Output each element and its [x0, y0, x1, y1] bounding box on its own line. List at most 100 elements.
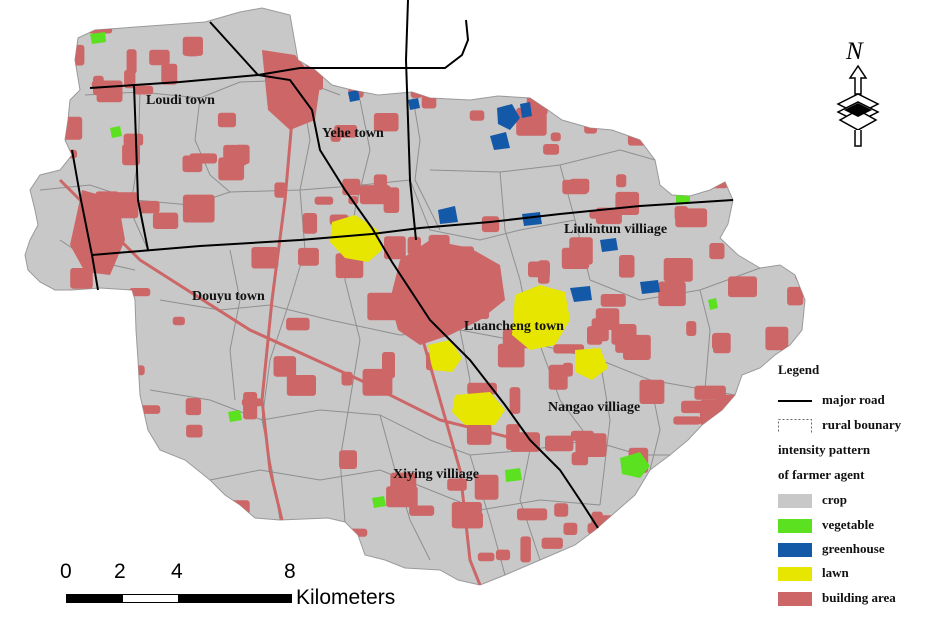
building-patch — [757, 432, 780, 453]
building-patch — [383, 187, 400, 213]
building-patch — [93, 75, 104, 96]
building-patch — [562, 562, 592, 585]
yehe-town-core — [262, 50, 320, 130]
building-patch — [765, 326, 789, 351]
building-patch — [149, 49, 170, 66]
building-patch — [30, 535, 47, 548]
building-patch — [663, 532, 694, 555]
building-patch — [548, 364, 568, 390]
greenhouse-patch-8 — [408, 98, 420, 110]
building-patch — [623, 558, 650, 579]
north-arrow-icon — [836, 64, 880, 147]
legend-label-greenhouse: greenhouse — [822, 541, 885, 556]
building-swatch — [778, 592, 812, 606]
building-patch — [298, 247, 319, 266]
building-patch — [728, 276, 757, 298]
legend-note-line2: of farmer agent — [778, 467, 865, 482]
building-patch — [421, 88, 437, 109]
scale-tick-8: 8 — [284, 560, 296, 583]
building-patch — [509, 387, 521, 414]
building-patch — [595, 308, 620, 330]
building-patch — [702, 171, 728, 189]
building-patch — [58, 487, 88, 505]
building-patch — [31, 93, 50, 103]
building-patch — [545, 435, 574, 452]
building-patch — [709, 151, 728, 178]
building-patch — [663, 258, 693, 282]
building-patch — [569, 178, 590, 193]
building-patch — [675, 208, 708, 228]
label-liulintun-villiage: Liulintun villiage — [564, 222, 668, 237]
vegetable-patch-3 — [676, 194, 690, 204]
minor-road-2 — [58, 178, 521, 442]
building-patch — [624, 549, 645, 562]
building-patch — [185, 38, 199, 57]
legend-label-lawn: lawn — [822, 565, 849, 580]
building-patch — [70, 450, 96, 474]
building-patch — [570, 430, 594, 441]
minor-road-1 — [260, 119, 294, 521]
building-patch — [302, 213, 318, 234]
major-road-north-spur — [404, 0, 417, 241]
building-patch — [554, 503, 569, 517]
building-patch — [735, 468, 759, 491]
lawn-patch-north — [330, 215, 382, 262]
building-patch — [543, 144, 560, 155]
major-road-north-south — [209, 21, 599, 529]
building-patch — [712, 333, 726, 350]
building-patch — [710, 502, 742, 530]
building-patch — [273, 356, 297, 377]
building-patch — [615, 191, 640, 215]
building-patch — [330, 129, 341, 142]
building-patch — [66, 337, 94, 363]
greenhouse-patch-4 — [438, 206, 458, 224]
vegetable-patch-1 — [620, 452, 650, 478]
building-patch — [139, 200, 160, 214]
building-patch — [41, 333, 52, 352]
greenhouse-patch-9 — [348, 90, 360, 102]
building-patch — [795, 256, 805, 281]
vegetable-patch-8 — [110, 126, 122, 138]
vegetable-patch-6 — [372, 496, 386, 508]
legend-title: Legend — [778, 362, 820, 377]
building-patch — [339, 528, 368, 537]
building-patch — [64, 363, 80, 383]
building-patch — [121, 294, 132, 321]
building-patch — [129, 288, 151, 297]
building-patch — [753, 242, 780, 256]
building-patch — [563, 522, 578, 535]
scale-tick-0: 0 — [60, 560, 72, 583]
building-patch — [740, 472, 753, 491]
building-patch — [274, 182, 286, 198]
building-patch — [362, 368, 393, 396]
building-patch — [342, 178, 361, 196]
building-patch — [794, 135, 805, 152]
building-patch — [681, 400, 704, 414]
scale-unit: Kilometers — [296, 586, 396, 609]
lawn-swatch — [778, 567, 812, 581]
scale-segment-1 — [66, 594, 123, 603]
building-patch — [172, 316, 185, 326]
building-patch — [623, 334, 651, 360]
building-patch — [571, 452, 589, 466]
building-patch — [777, 105, 799, 127]
building-patch — [386, 486, 418, 508]
building-patch — [727, 229, 747, 239]
building-patch — [765, 51, 777, 65]
greenhouse-patch-10 — [600, 238, 618, 252]
building-patch — [744, 26, 776, 48]
building-patch — [51, 490, 65, 504]
legend-item-rural-boundary: rural bounary — [778, 417, 934, 435]
north-letter: N — [846, 38, 863, 65]
building-patch — [759, 411, 774, 423]
building-patch — [722, 480, 740, 503]
building-patch — [55, 116, 83, 140]
legend-note-line1: intensity pattern — [778, 442, 871, 457]
building-patch — [134, 85, 154, 95]
building-patch — [218, 157, 245, 181]
building-patch — [711, 518, 741, 545]
building-patch — [520, 536, 531, 563]
building-patch — [72, 442, 91, 465]
legend-item-building: building area — [778, 590, 934, 608]
building-patch — [651, 565, 666, 585]
